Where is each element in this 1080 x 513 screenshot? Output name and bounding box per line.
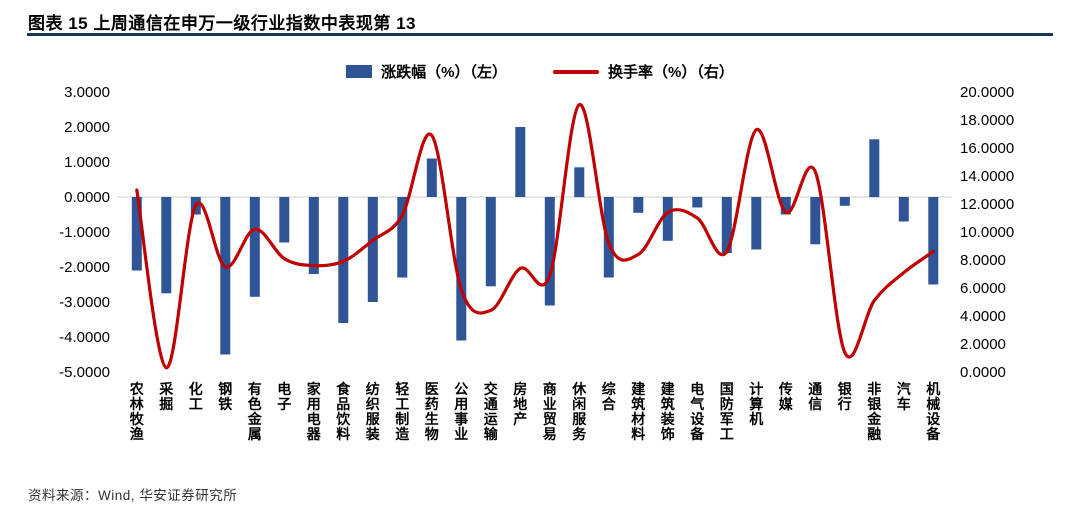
x-axis-label: 食品饮料 (335, 381, 351, 442)
bar-有色金属 (249, 197, 260, 297)
bar-综合 (603, 197, 614, 278)
left-axis-tick: 1.0000 (64, 154, 110, 171)
right-axis-tick: 2.0000 (960, 336, 1006, 353)
right-axis-tick: 8.0000 (960, 252, 1006, 269)
bar-商业贸易 (544, 197, 555, 306)
legend-item-turnover: 换手率（%）（右） (553, 61, 734, 82)
bar-纺织服装 (367, 197, 378, 302)
left-axis-tick: 3.0000 (64, 84, 110, 101)
right-axis-tick: 4.0000 (960, 308, 1006, 325)
bar-交通运输 (485, 197, 496, 287)
bar-公用事业 (456, 197, 467, 341)
bar-series-swatch (346, 65, 373, 78)
x-axis-label: 交通运输 (484, 381, 499, 442)
bar-钢铁 (220, 197, 231, 355)
x-axis-label: 医药生物 (425, 381, 439, 442)
x-axis-label: 纺织服装 (365, 381, 381, 442)
legend-label-turnover: 换手率（%）（右） (608, 64, 734, 81)
x-axis-label: 国防军工 (720, 381, 734, 442)
source-note: 资料来源：Wind, 华安证券研究所 (28, 488, 238, 503)
bar-国防军工 (721, 197, 732, 253)
x-axis-label: 商业贸易 (543, 381, 557, 442)
bar-电气设备 (692, 197, 703, 208)
x-axis-label: 采掘 (158, 381, 174, 412)
right-axis-tick: 6.0000 (960, 280, 1006, 297)
bar-房地产 (515, 127, 526, 197)
x-axis-label: 轻工制造 (395, 381, 409, 442)
x-axis-label: 化工 (189, 381, 203, 412)
legend-label-change: 涨跌幅（%）（左） (381, 64, 507, 81)
bar-非银金融 (869, 139, 880, 198)
x-axis-label: 家用电器 (306, 381, 322, 442)
bar-传媒 (780, 197, 791, 215)
title-rule (27, 33, 1053, 36)
legend-item-change: 涨跌幅（%）（左） (346, 61, 507, 82)
bar-建筑材料 (633, 197, 644, 213)
x-axis-label: 汽车 (897, 381, 911, 412)
combo-chart: 3.0000 2.0000 1.0000 0.0000 -1.0000 -2.0000 -3… (59, 84, 1014, 442)
x-axis-label: 非银金融 (866, 381, 882, 442)
x-axis-label: 房地产 (513, 381, 527, 427)
right-axis-tick: 20.0000 (960, 84, 1014, 101)
bar-休闲服务 (574, 167, 585, 198)
left-axis-tick: -4.0000 (59, 329, 110, 346)
bar-series (131, 127, 939, 355)
x-axis-label: 有色金属 (247, 381, 263, 442)
line-series-swatch (553, 69, 599, 74)
figure-title: 图表 15 上周通信在申万一级行业指数中表现第 13 (28, 14, 416, 33)
bar-建筑装饰 (662, 197, 673, 241)
x-axis-label: 银行 (837, 381, 853, 412)
bar-通信 (810, 197, 821, 245)
bar-计算机 (751, 197, 762, 250)
chart-legend: 涨跌幅（%）（左） 换手率（%）（右） (0, 61, 1080, 82)
x-axis-label: 钢铁 (218, 381, 232, 412)
x-axis-label: 计算机 (749, 381, 763, 427)
turnover-rate-line (135, 102, 935, 370)
right-axis-tick: 12.0000 (960, 196, 1014, 213)
bar-机械设备 (928, 197, 939, 285)
bar-轻工制造 (397, 197, 408, 278)
x-axis-label: 农林牧渔 (129, 381, 145, 442)
left-axis-tick: -2.0000 (59, 259, 110, 276)
x-axis-label: 建筑材料 (631, 381, 645, 442)
x-axis-label: 电气设备 (689, 381, 705, 442)
x-axis-label: 通信 (808, 381, 822, 412)
x-axis-label: 公用事业 (454, 381, 468, 442)
right-axis-tick: 10.0000 (960, 224, 1014, 241)
x-axis-label: 综合 (602, 381, 617, 412)
bar-家用电器 (308, 197, 319, 274)
left-axis-tick: 0.0000 (64, 189, 110, 206)
left-axis-tick: -3.0000 (59, 294, 110, 311)
bar-银行 (839, 197, 850, 206)
right-axis-tick: 14.0000 (960, 168, 1014, 185)
right-axis-tick: 18.0000 (960, 112, 1014, 129)
x-axis-label: 建筑装饰 (660, 381, 676, 442)
left-axis-tick: -5.0000 (59, 364, 110, 381)
left-axis-tick: -1.0000 (59, 224, 110, 241)
right-axis-tick: 16.0000 (960, 140, 1014, 157)
x-axis-label: 休闲服务 (571, 381, 587, 442)
bar-医药生物 (426, 158, 437, 197)
x-axis-label: 传媒 (778, 381, 794, 412)
bar-汽车 (898, 197, 909, 222)
bar-农林牧渔 (131, 197, 142, 271)
x-axis-label: 电子 (277, 381, 291, 412)
right-axis-tick: 0.0000 (960, 364, 1006, 381)
left-axis-tick: 2.0000 (64, 119, 110, 136)
bar-电子 (279, 197, 290, 243)
x-axis-label: 机械设备 (925, 381, 941, 442)
bar-采掘 (161, 197, 172, 294)
